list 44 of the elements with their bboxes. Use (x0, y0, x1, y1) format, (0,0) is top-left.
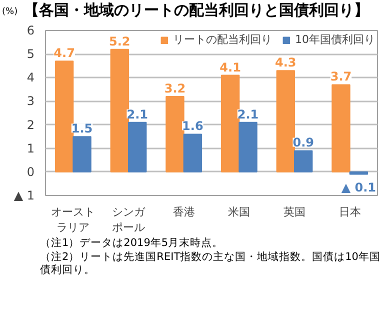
legend-label: 10年国債利回り (295, 32, 375, 47)
x-tick-label: 香港 (172, 206, 195, 218)
bar (220, 74, 240, 172)
y-tick-label: 4 (26, 70, 35, 85)
bar (166, 96, 184, 172)
y-axis-title: (%) (2, 6, 18, 19)
x-tick-label: 英国 (284, 206, 306, 218)
data-label: 1.6 (182, 119, 204, 134)
annotation: ▲ 0.1 (341, 180, 376, 194)
y-tick-label: 2 (26, 118, 35, 132)
chart-title: 【各国・地域のリートの配当利回りと国債利回り】 (24, 0, 369, 21)
x-tick-label: 米国 (228, 206, 250, 218)
bar (332, 84, 350, 172)
data-label: 0.9 (292, 136, 314, 150)
data-label: 4.1 (220, 60, 241, 74)
bar (128, 122, 147, 172)
data-label: 3.7 (330, 70, 352, 84)
y-tick-label: 6 (26, 24, 35, 38)
bar (238, 122, 258, 172)
y-tick-label: 3 (26, 94, 35, 108)
data-label: 4.7 (54, 46, 75, 60)
data-label: 5.2 (109, 34, 130, 48)
y-tick-label: 0 (26, 164, 35, 179)
bar (294, 150, 313, 172)
data-label: 4.3 (275, 56, 296, 70)
bar (183, 134, 202, 172)
bar (276, 70, 295, 172)
text: （注1）データは2019年5月末時点。 (40, 237, 224, 249)
x-tick-label: オーストラリア (51, 206, 96, 234)
data-label: 2.1 (237, 107, 259, 122)
y-tick-label: ▲ 1 (14, 188, 35, 202)
bar (110, 48, 129, 172)
y-tick-label: 5 (26, 47, 35, 62)
data-label: 2.1 (126, 107, 148, 122)
x-tick-label: 日本 (338, 206, 361, 218)
text: （注2）リートは先進国REIT指数の主な国・地域指数。国債は10年国債利回り。 (40, 250, 380, 276)
y-tick-label: 1 (26, 141, 35, 156)
legend-label: リートの配当利回り (173, 32, 272, 47)
data-label: 3.2 (164, 82, 186, 96)
bar (72, 136, 92, 172)
data-label: 1.5 (71, 122, 93, 136)
x-tick-label: シンガポール (112, 206, 146, 234)
bar (349, 171, 368, 175)
bar (54, 60, 74, 172)
